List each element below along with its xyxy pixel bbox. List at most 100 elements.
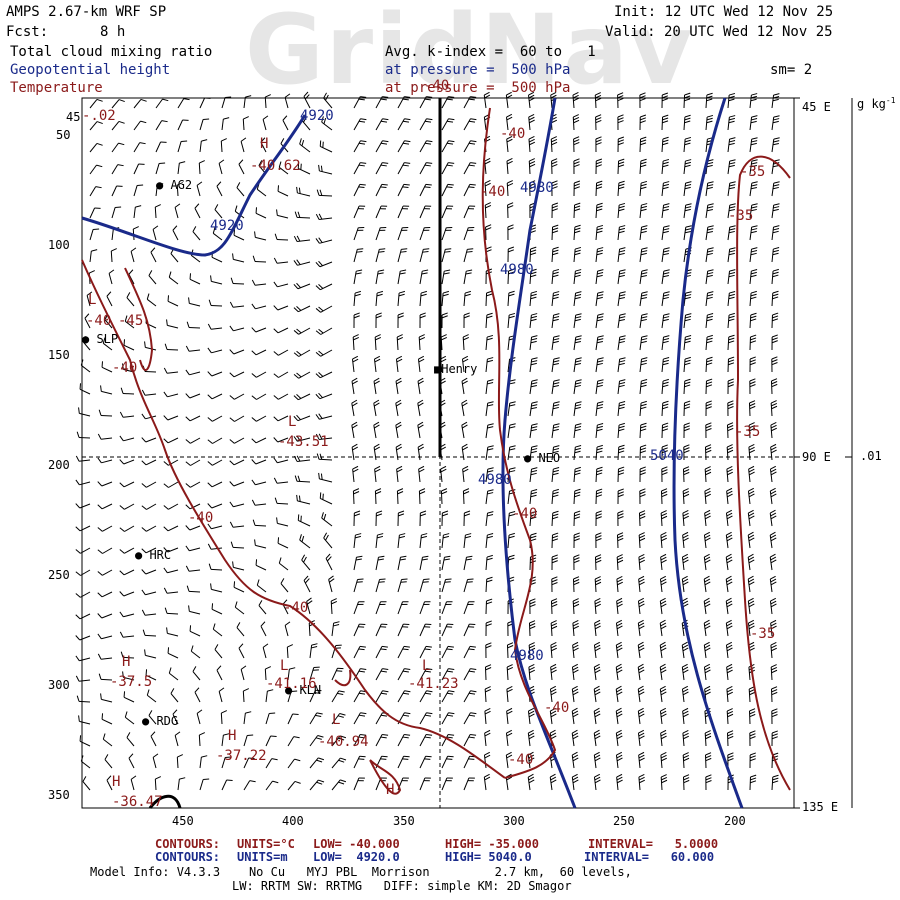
wind-barb: [298, 168, 311, 175]
wind-barb: [298, 305, 311, 313]
wind-barb-flag: [530, 516, 537, 520]
wind-barb-flag: [403, 645, 410, 648]
wind-barb-flag: [773, 118, 780, 121]
wind-barb-flag: [726, 686, 733, 690]
wind-barb: [320, 146, 333, 153]
wind-barb-flag: [573, 141, 580, 146]
wind-barb-flag: [575, 445, 582, 448]
wind-barb-flag: [706, 92, 713, 96]
wind-barb: [771, 161, 775, 175]
wind-barb-flag: [638, 578, 645, 583]
wind-barb: [155, 185, 158, 197]
wind-barb: [463, 668, 471, 681]
wind-barb-flag: [727, 758, 734, 762]
wind-barb-flag: [726, 487, 733, 492]
wind-barb-flag: [660, 622, 667, 627]
wind-barb-flag: [445, 578, 452, 580]
wind-barb-flag: [619, 335, 626, 338]
wind-barb-flag: [572, 94, 579, 99]
wind-barb: [287, 758, 295, 769]
wind-barb: [682, 513, 685, 527]
wind-barb-flag: [727, 400, 734, 404]
wind-barb-flag: [660, 600, 667, 605]
wind-barb: [637, 645, 641, 659]
wind-barb-flag: [662, 422, 669, 426]
wind-barb-flag: [119, 482, 125, 488]
wind-barb: [529, 381, 533, 395]
wind-barb-flag: [769, 509, 776, 514]
wind-barb: [395, 425, 399, 439]
wind-barb-flag: [574, 340, 581, 344]
wind-barb-flag: [575, 269, 582, 272]
wind-barb-flag: [528, 136, 535, 140]
label-red-11: -35: [735, 424, 761, 440]
wind-barb: [146, 525, 157, 532]
wind-barb: [507, 447, 511, 461]
wind-barb-flag: [638, 575, 645, 580]
wind-barb: [661, 271, 665, 285]
wind-barb: [155, 141, 162, 153]
wind-barb-flag: [120, 387, 124, 394]
contour-5040: [672, 97, 744, 809]
wind-barb-flag: [749, 758, 756, 762]
wind-barb-flag: [448, 712, 455, 715]
wind-barb-flag: [75, 614, 81, 620]
wind-barb: [106, 296, 113, 307]
wind-barb: [276, 502, 289, 505]
wind-barb-flag: [294, 780, 301, 784]
wind-barb-flag: [616, 691, 623, 696]
wind-barb-flag: [594, 776, 601, 781]
wind-barb-flag: [315, 213, 320, 220]
wind-barb-flag: [595, 535, 602, 539]
wind-barb-flag: [382, 668, 389, 671]
wind-barb-flag: [551, 598, 558, 602]
wind-barb-flag: [155, 776, 162, 780]
wind-barb-flag: [298, 187, 301, 194]
colorbar-value: .01: [860, 449, 882, 463]
wind-barb-flag: [424, 186, 431, 189]
wind-barb: [639, 315, 643, 329]
wind-barb-flag: [704, 490, 711, 495]
wind-barb-flag: [293, 283, 299, 290]
station-kln-label: KLN: [299, 683, 322, 697]
wind-barb-flag: [660, 713, 667, 718]
wind-barb: [199, 757, 202, 769]
wind-barb-flag: [638, 556, 645, 561]
wind-barb: [571, 733, 575, 747]
wind-barb: [705, 227, 709, 241]
wind-barb: [550, 600, 553, 615]
wind-barb: [617, 293, 621, 307]
wind-barb-flag: [485, 642, 492, 646]
wind-barb-flag: [550, 663, 557, 668]
wind-barb-flag: [423, 578, 430, 580]
wind-barb: [748, 710, 751, 725]
wind-barb-flag: [574, 249, 581, 253]
wind-barb-flag: [531, 290, 538, 294]
wind-barb-flag: [251, 479, 256, 486]
wind-barb-flag: [425, 645, 432, 648]
wind-barb-flag: [462, 465, 469, 470]
wind-barb: [661, 381, 664, 395]
wind-barb: [682, 754, 685, 769]
wind-barb-flag: [726, 559, 733, 564]
wind-barb-flag: [749, 736, 756, 740]
wind-barb-flag: [487, 489, 494, 492]
wind-barb-flag: [770, 581, 777, 586]
wind-barb-flag: [357, 248, 364, 250]
wind-barb-flag: [141, 609, 146, 616]
wind-barb-flag: [267, 689, 274, 692]
wind-barb-flag: [770, 537, 777, 542]
wind-barb-flag: [638, 710, 645, 715]
wind-barb: [133, 120, 141, 131]
wind-barb: [529, 270, 532, 285]
wind-barb: [319, 478, 333, 483]
wind-barb: [330, 600, 333, 615]
wind-barb-flag: [596, 202, 603, 206]
wind-barb-flag: [119, 591, 125, 597]
wind-barb: [233, 525, 245, 528]
wind-barb-flag: [661, 466, 668, 470]
wind-barb: [463, 249, 468, 263]
wind-barb-flag: [424, 648, 431, 651]
wind-barb: [463, 140, 471, 153]
wind-barb-flag: [340, 757, 347, 761]
